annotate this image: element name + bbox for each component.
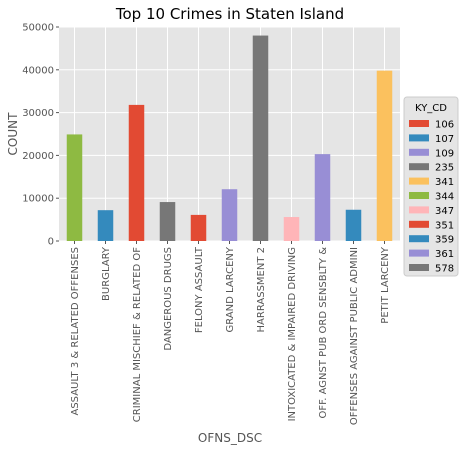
bar	[190, 214, 207, 241]
legend-label: 347	[435, 206, 454, 217]
y-tick-label: 0	[48, 237, 54, 248]
legend-label: 109	[435, 148, 454, 159]
legend: KY_CD 106 107 109 235 341 344 347 351 359 361 578	[403, 96, 459, 277]
legend-swatch	[409, 206, 429, 214]
y-axis-ticks: 0 10000 20000 30000 40000 50000	[22, 23, 59, 248]
legend-box	[403, 96, 459, 277]
legend-label: 344	[435, 192, 454, 203]
legend-swatch	[409, 264, 429, 271]
legend-swatch	[409, 177, 429, 185]
y-tick-label: 10000	[22, 194, 54, 205]
x-tick-label: ASSAULT 3 & RELATED OFFENSES	[70, 247, 81, 416]
bar	[314, 154, 331, 241]
bar	[66, 134, 83, 241]
legend-swatch	[409, 192, 429, 199]
x-tick-label: BURGLARY	[101, 246, 112, 301]
y-tick-label: 40000	[22, 65, 54, 76]
legend-label: 235	[435, 163, 454, 174]
legend-title: KY_CD	[415, 103, 447, 114]
chart-title: Top 10 Crimes in Staten Island	[115, 5, 344, 23]
legend-swatch	[409, 249, 429, 257]
legend-label: 361	[435, 249, 454, 260]
x-axis-label: OFNS_DSC	[198, 431, 262, 445]
bar	[252, 35, 269, 242]
legend-swatch	[409, 235, 429, 243]
legend-label: 107	[435, 134, 454, 145]
bar	[221, 189, 238, 241]
y-axis-label: COUNT	[6, 112, 20, 156]
x-tick-label: PETIT LARCENY	[380, 246, 391, 324]
bar	[345, 209, 362, 241]
x-tick-label: GRAND LARCENY	[225, 246, 236, 332]
x-tick-label: HARRASSMENT 2	[256, 247, 267, 332]
legend-label: 106	[435, 120, 454, 131]
legend-label: 351	[435, 220, 454, 231]
legend-label: 578	[435, 264, 454, 275]
x-tick-label: FELONY ASSAULT	[194, 246, 205, 333]
bar	[159, 202, 176, 241]
legend-label: 359	[435, 235, 454, 246]
x-tick-label: OFFENSES AGAINST PUBLIC ADMINI	[349, 247, 360, 425]
bar	[128, 104, 145, 241]
legend-swatch	[409, 134, 429, 142]
bars	[66, 35, 393, 242]
legend-swatch	[409, 163, 429, 171]
y-tick-label: 50000	[22, 23, 54, 34]
legend-label: 341	[435, 177, 454, 188]
bar	[283, 217, 300, 241]
bar	[376, 70, 393, 241]
x-tick-label: OFF. AGNST PUB ORD SENSBLTY &	[318, 247, 329, 419]
x-axis-ticks: ASSAULT 3 & RELATED OFFENSES BURGLARY CRIM…	[70, 241, 391, 425]
legend-swatch	[409, 148, 429, 156]
x-tick-label: INTOXICATED & IMPAIRED DRIVING	[287, 247, 298, 421]
x-tick-label: DANGEROUS DRUGS	[163, 247, 174, 351]
y-tick-label: 20000	[22, 151, 54, 162]
x-tick-label: CRIMINAL MISCHIEF & RELATED OF	[132, 247, 143, 422]
legend-swatch	[409, 120, 429, 127]
bar	[97, 210, 114, 241]
legend-swatch	[409, 220, 429, 228]
y-tick-label: 30000	[22, 108, 54, 119]
